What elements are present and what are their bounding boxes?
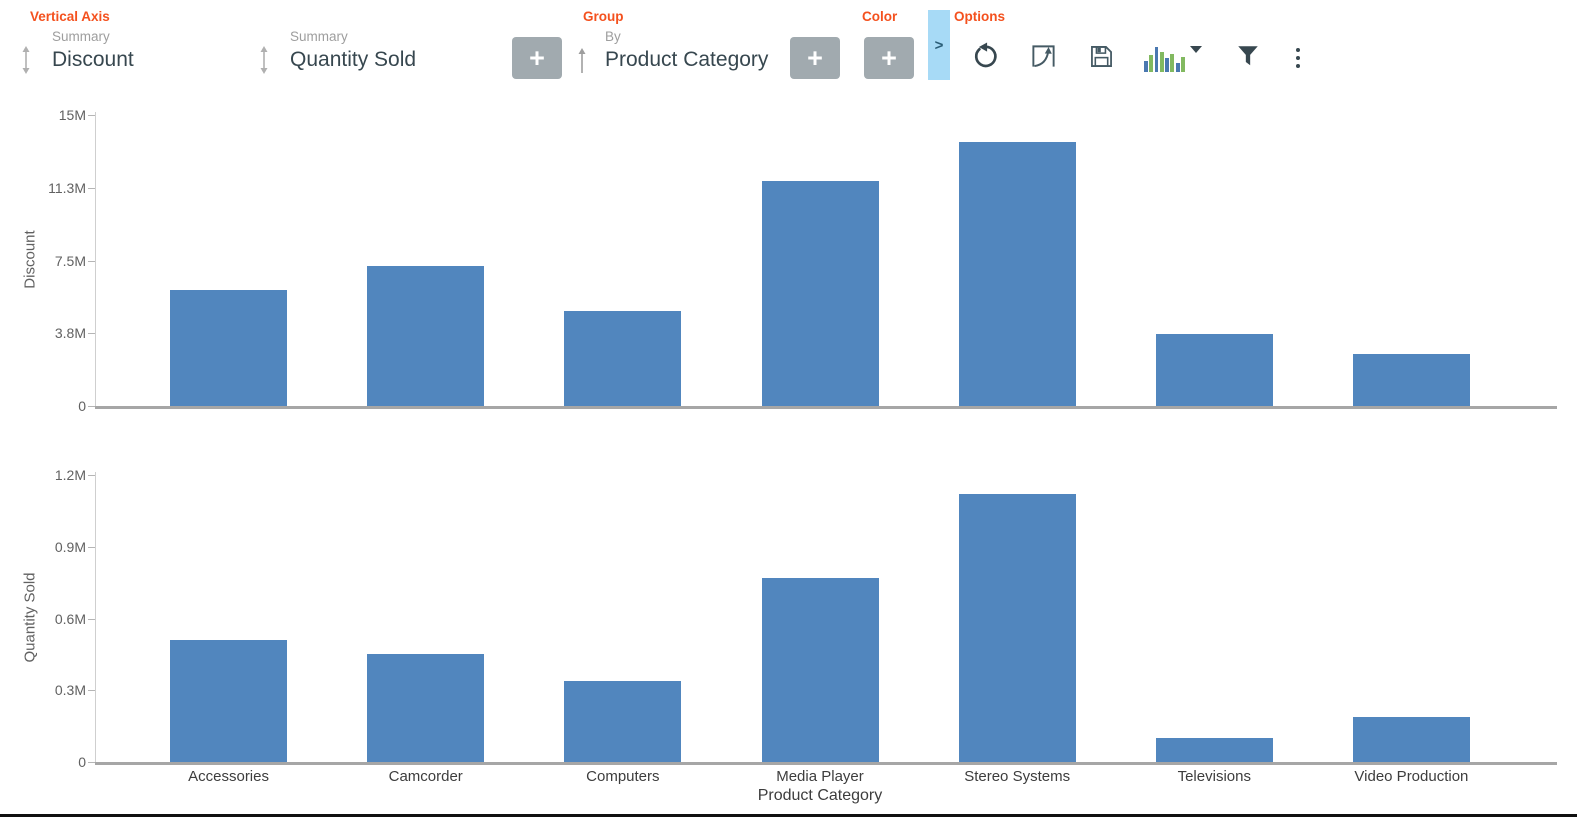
field-caption: Summary <box>290 29 348 44</box>
field-value: Quantity Sold <box>290 47 417 71</box>
filter-icon <box>1235 43 1261 69</box>
chart-type-button[interactable] <box>1144 40 1185 72</box>
bar-televisions[interactable] <box>1155 738 1273 762</box>
more-options-button[interactable] <box>1292 44 1304 72</box>
chart-type-icon-bar <box>1165 58 1169 72</box>
y-tick-mark <box>88 690 95 692</box>
undo-button[interactable] <box>971 42 999 70</box>
chart-type-icon-bar <box>1181 57 1185 72</box>
y-axis-line <box>95 112 96 406</box>
up-down-arrow-icon <box>258 46 270 74</box>
color-section-label: Color <box>862 9 898 24</box>
field-caption: Summary <box>52 29 110 44</box>
y-tick-label: 11.3M <box>48 179 86 196</box>
bar-stereo-systems[interactable] <box>958 494 1076 762</box>
transpose-chart-icon <box>1030 43 1057 70</box>
y-tick-mark <box>88 618 95 620</box>
field-value: Discount <box>52 47 134 71</box>
y-tick-mark <box>88 475 95 476</box>
add-group-field-button[interactable]: + <box>790 37 840 79</box>
y-tick-label: 0.9M <box>54 538 86 555</box>
chevron-right-icon: > <box>934 36 944 54</box>
chart-type-icon-bar <box>1149 55 1154 72</box>
chart-type-icon-bar <box>1175 63 1180 72</box>
filter-button[interactable] <box>1235 43 1261 69</box>
chart-type-icon <box>1144 40 1185 72</box>
bar-computers[interactable] <box>564 680 682 762</box>
y-tick-label: 0.6M <box>54 610 86 627</box>
y-tick-mark <box>88 187 95 189</box>
collapse-panel-toggle[interactable]: > <box>928 10 950 80</box>
add-vertical-axis-field-button[interactable]: + <box>512 37 562 79</box>
group-section-label: Group <box>583 9 624 24</box>
y-tick-mark <box>88 546 95 548</box>
undo-icon <box>971 42 999 70</box>
chart-type-icon-bar <box>1144 61 1148 72</box>
x-category-label: Camcorder <box>388 768 463 785</box>
add-color-field-button[interactable]: + <box>864 37 914 79</box>
x-category-label: Televisions <box>1177 768 1251 785</box>
transpose-chart-button[interactable] <box>1030 43 1057 70</box>
more-options-icon <box>1295 47 1301 52</box>
x-category-label: Accessories <box>188 768 269 785</box>
bar-accessories[interactable] <box>170 289 288 406</box>
bar-media-player[interactable] <box>761 180 879 406</box>
y-tick-mark <box>88 115 95 116</box>
bar-stereo-systems[interactable] <box>958 142 1076 406</box>
y-tick-label: 0 <box>78 398 86 414</box>
save-button[interactable] <box>1088 43 1115 70</box>
y-tick-mark <box>88 762 95 763</box>
bar-media-player[interactable] <box>761 577 879 762</box>
y-tick-mark <box>88 406 95 407</box>
x-axis-line <box>95 406 1557 409</box>
field-well-quantity-sold[interactable]: Summary Quantity Sold <box>258 29 417 74</box>
y-tick-label: 3.8M <box>54 325 86 342</box>
y-axis-line <box>95 472 96 762</box>
bar-video-production[interactable] <box>1352 716 1470 762</box>
x-axis-line <box>95 762 1557 765</box>
chart-type-icon-bar <box>1159 52 1164 72</box>
y-tick-label: 1.2M <box>54 467 86 483</box>
bar-accessories[interactable] <box>170 640 288 762</box>
field-well-product-category[interactable]: By Product Category <box>576 29 769 74</box>
x-axis-title: Product Category <box>757 787 883 804</box>
field-well-discount[interactable]: Summary Discount <box>20 29 134 74</box>
vertical-axis-section-label: Vertical Axis <box>30 9 110 24</box>
field-caption: By <box>605 29 621 44</box>
chart-type-icon-bar <box>1154 47 1159 72</box>
bar-televisions[interactable] <box>1155 334 1273 406</box>
chart-type-icon-bar <box>1170 54 1175 72</box>
x-category-label: Computers <box>586 768 660 785</box>
x-category-label: Media Player <box>776 768 864 785</box>
options-section-label: Options <box>954 9 1005 24</box>
y-tick-mark <box>88 260 95 262</box>
up-arrow-icon <box>576 48 588 74</box>
y-tick-label: 15M <box>58 107 86 123</box>
bar-camcorder[interactable] <box>367 654 485 762</box>
x-category-label: Video Production <box>1354 768 1469 785</box>
y-tick-label: 0 <box>78 754 86 770</box>
field-value: Product Category <box>605 47 769 71</box>
save-icon <box>1088 43 1115 70</box>
y-tick-mark <box>88 333 95 335</box>
y-tick-label: 7.5M <box>54 252 86 269</box>
bar-camcorder[interactable] <box>367 266 485 406</box>
bar-computers[interactable] <box>564 310 682 406</box>
y-tick-label: 0.3M <box>54 682 86 699</box>
window-bottom-border <box>0 814 1577 817</box>
bar-video-production[interactable] <box>1352 353 1470 406</box>
x-category-label: Stereo Systems <box>964 768 1071 785</box>
up-down-arrow-icon <box>20 46 32 74</box>
